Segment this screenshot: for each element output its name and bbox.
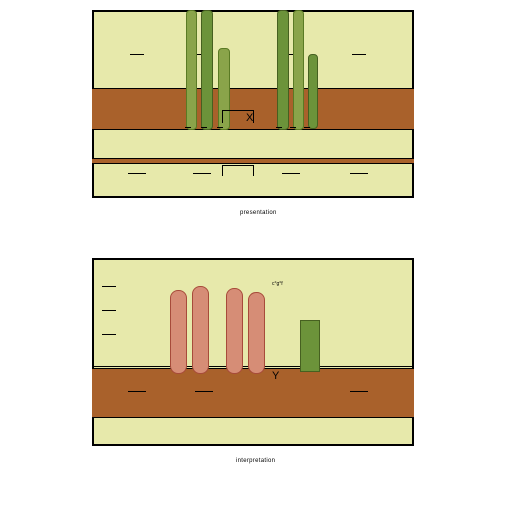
- top-base-tick: [185, 127, 191, 128]
- top-x-label: X: [246, 112, 253, 124]
- bottom-dash: [195, 391, 213, 392]
- bottom-caption: interpretation: [236, 458, 275, 464]
- bottom-finger: [248, 292, 265, 374]
- bottom-soil-band: [92, 368, 414, 418]
- bottom-green-bar: [300, 320, 320, 372]
- top-stalk: [293, 10, 304, 130]
- top-base-tick: [304, 127, 310, 128]
- bottom-side-tick: [102, 310, 116, 311]
- bottom-dash: [128, 391, 146, 392]
- bottom-side-tick: [102, 334, 116, 335]
- diagram-canvas: X presentation c°g°f Y interpretation: [0, 0, 512, 512]
- bottom-finger: [226, 288, 243, 374]
- top-base-tick: [201, 127, 207, 128]
- top-base-tick: [276, 127, 282, 128]
- top-base-tick: [290, 127, 296, 128]
- bottom-y-label: Y: [272, 370, 279, 382]
- top-bracket-lower: [222, 165, 254, 176]
- top-upper-mark: [352, 54, 366, 55]
- top-dash: [128, 173, 146, 174]
- bottom-finger: [170, 290, 187, 374]
- bottom-dash: [350, 391, 368, 392]
- bottom-panel: c°g°f Y: [92, 258, 414, 446]
- top-base-tick: [217, 127, 223, 128]
- top-upper-mark: [130, 54, 144, 55]
- top-dash: [193, 173, 211, 174]
- top-stalk: [186, 10, 197, 130]
- top-dash: [282, 173, 300, 174]
- top-stalk: [277, 10, 289, 130]
- top-caption: presentation: [240, 210, 277, 216]
- bottom-side-tick: [102, 286, 116, 287]
- top-panel: X: [92, 10, 414, 198]
- bottom-small-word: c°g°f: [272, 281, 283, 287]
- bottom-finger: [192, 286, 209, 374]
- top-dash: [350, 173, 368, 174]
- top-stalk: [308, 54, 318, 129]
- top-road-line: [92, 158, 414, 164]
- top-stalk: [201, 10, 213, 130]
